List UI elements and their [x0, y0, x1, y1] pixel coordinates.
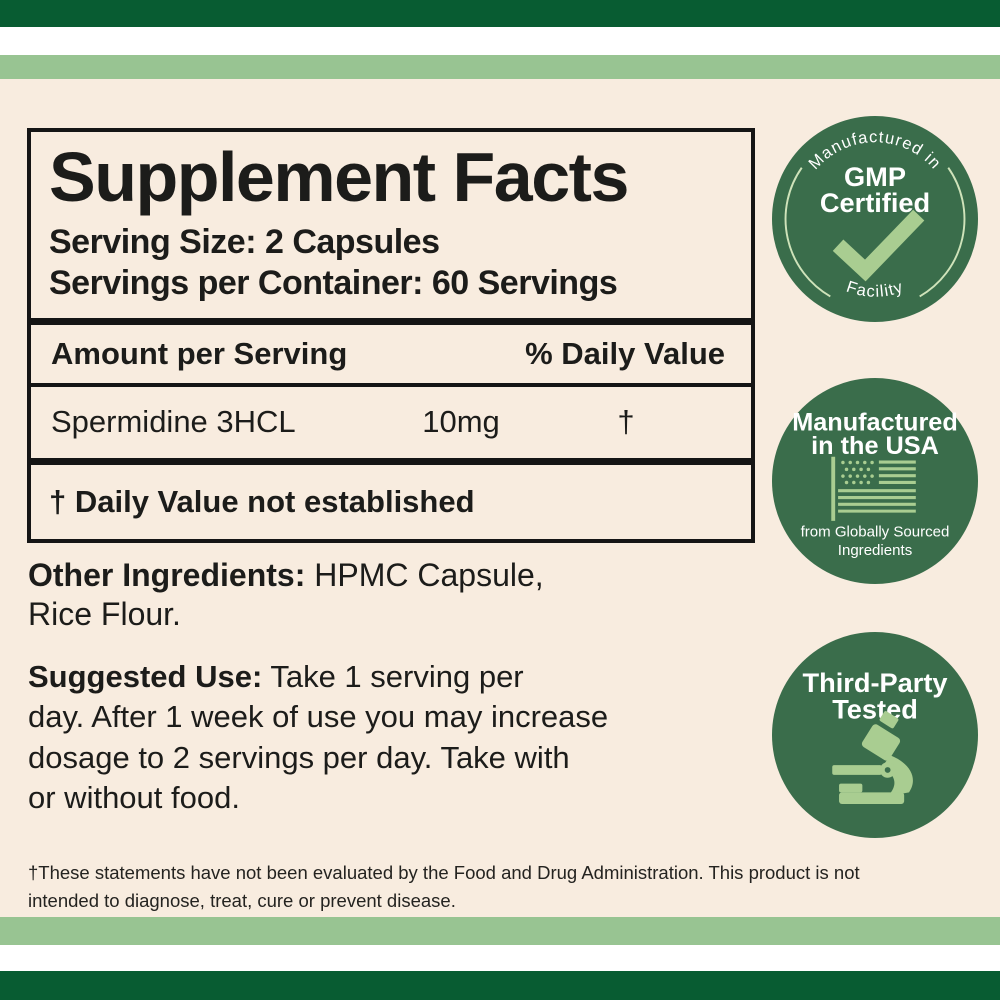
bottom-bar-light-green [0, 917, 1000, 945]
column-header-row: Amount per Serving % Daily Value [31, 325, 751, 383]
third-party-title-line1: Third-Party [802, 667, 947, 698]
daily-value-header: % Daily Value [525, 335, 725, 371]
checkmark-icon [832, 209, 925, 282]
divider [31, 317, 751, 325]
gmp-badge-graphic: Manufactured in GMP Certified Facility [772, 116, 978, 322]
usa-subtitle-line1: from Globally Sourced [801, 523, 950, 540]
third-party-badge-graphic: Third-Party Tested [772, 632, 978, 838]
suggested-use-line1: Suggested Use: Take 1 serving per [28, 657, 728, 697]
gmp-arc-bottom-text: Facility [844, 278, 906, 301]
top-bar-light-green [0, 55, 1000, 79]
usa-title-line2: in the USA [811, 432, 939, 460]
usa-title-line1: Manufactured [792, 408, 958, 436]
badge-circle [772, 116, 978, 322]
usa-badge-graphic: Manufactured in the USA [772, 378, 978, 584]
fda-disclaimer-line1: †These statements have not been evaluate… [28, 862, 860, 883]
badge-circle [772, 378, 978, 584]
ingredient-row: Spermidine 3HCL 10mg † [31, 387, 751, 458]
daily-value-footnote: † Daily Value not established [49, 483, 475, 519]
ingredient-daily-value: † [617, 404, 635, 440]
amount-per-serving-header: Amount per Serving [51, 335, 348, 371]
gmp-title-line1: GMP [844, 161, 906, 192]
microscope-icon [832, 711, 913, 804]
suggested-use-section: Suggested Use: Take 1 serving per day. A… [28, 657, 728, 818]
serving-size: Serving Size: 2 Capsules [49, 223, 440, 261]
bottom-bar-dark [0, 971, 1000, 1000]
top-bar-dark [0, 0, 1000, 27]
fda-disclaimer: †These statements have not been evaluate… [28, 859, 983, 915]
badge-ring-right [919, 167, 966, 298]
other-ingredients-label: Other Ingredients: [28, 557, 306, 593]
divider [31, 382, 751, 387]
gmp-certified-badge: Manufactured in GMP Certified Facility [772, 116, 978, 322]
usa-flag-icon [831, 456, 916, 521]
serving-info: Serving Size: 2 Capsules Servings per Co… [31, 212, 751, 318]
suggested-use-line2: day. After 1 week of use you may increas… [28, 699, 609, 735]
other-ingredients-section: Other Ingredients: HPMC Capsule, Rice Fl… [28, 556, 688, 634]
top-bar-white [0, 27, 1000, 55]
suggested-use-text: Take 1 serving per [262, 659, 524, 694]
badge-ring-left [784, 167, 831, 298]
bottom-bar-white [0, 945, 1000, 971]
suggested-use-line4: or without food. [28, 779, 240, 815]
panel-title: Supplement Facts [49, 138, 629, 216]
suggested-use-label: Suggested Use: [28, 659, 263, 694]
suggested-use-line3: dosage to 2 servings per day. Take with [28, 739, 570, 775]
ingredient-name: Spermidine 3HCL [51, 404, 296, 440]
servings-per-container: Servings per Container: 60 Servings [49, 263, 618, 302]
made-in-usa-badge: Manufactured in the USA [772, 378, 978, 584]
third-party-title-line2: Tested [832, 693, 918, 724]
third-party-tested-badge: Third-Party Tested [772, 632, 978, 838]
other-ingredients-line2: Rice Flour. [28, 596, 181, 633]
divider [31, 457, 751, 465]
other-ingredients-text: HPMC Capsule, [305, 557, 544, 593]
usa-subtitle-line2: Ingredients [838, 542, 912, 559]
fda-disclaimer-line2: intended to diagnose, treat, cure or pre… [28, 889, 456, 911]
other-ingredients-line1: Other Ingredients: HPMC Capsule, [28, 556, 688, 595]
ingredient-amount: 10mg [422, 404, 500, 440]
supplement-facts-panel: Supplement Facts Serving Size: 2 Capsule… [27, 128, 755, 543]
